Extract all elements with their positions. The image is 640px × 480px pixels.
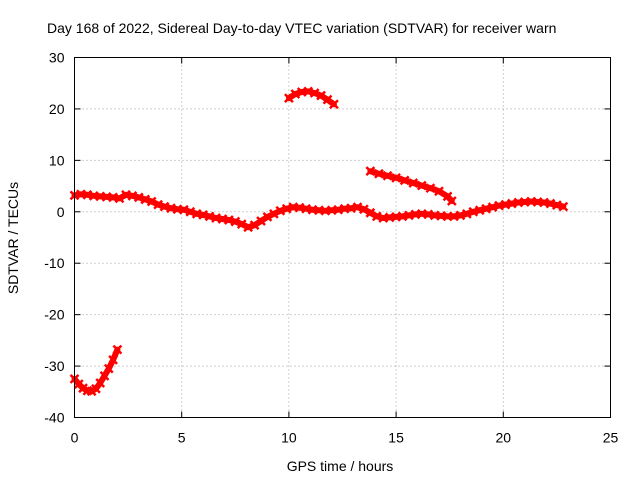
data-point [103, 363, 114, 374]
x-tick-label: 25 [603, 430, 619, 446]
data-point [352, 202, 363, 213]
data-point [230, 216, 241, 227]
data-point [140, 194, 151, 205]
y-tick-label: -20 [44, 307, 64, 323]
data-point [365, 166, 376, 177]
series-arc-2 [69, 189, 569, 233]
data-point [185, 206, 196, 217]
data-point [146, 196, 157, 207]
data-point [399, 175, 410, 186]
data-point [309, 88, 320, 98]
series-arc-1 [69, 344, 123, 397]
x-tick-label: 0 [71, 430, 79, 446]
series-arc-3 [284, 86, 339, 110]
data-point [391, 172, 401, 183]
data-point [316, 90, 326, 101]
y-tick-label: -40 [44, 410, 64, 426]
y-tick-label: 20 [49, 101, 65, 117]
data-point [329, 99, 339, 110]
data-point [133, 192, 144, 203]
data-point [365, 207, 376, 218]
y-tick-label: 30 [49, 50, 65, 66]
data-point [114, 193, 125, 204]
y-axis-label: SDTVAR / TECUs [5, 182, 21, 294]
data-point [416, 180, 427, 191]
data-point [434, 186, 444, 197]
data-point [275, 205, 286, 216]
plot-frame [74, 57, 611, 418]
data-point [284, 93, 294, 104]
x-axis-label: GPS time / hours [287, 458, 394, 474]
data-point [178, 204, 189, 215]
y-tick-label: -10 [44, 255, 64, 271]
data-point [153, 199, 163, 210]
data-point [290, 89, 301, 99]
x-tick-label: 5 [178, 430, 186, 446]
data-point [236, 219, 247, 230]
data-point [446, 196, 457, 206]
data-point [322, 94, 333, 105]
data-point [269, 208, 279, 219]
data-point [359, 204, 369, 215]
data-point [108, 355, 118, 365]
data-point [249, 220, 260, 231]
data-points [69, 86, 569, 397]
data-point [95, 378, 106, 388]
grid-lines [74, 57, 611, 418]
series-arc-4 [365, 166, 457, 206]
y-tick-label: -30 [44, 358, 64, 374]
data-point [243, 222, 254, 233]
data-point [99, 370, 110, 381]
data-point [425, 183, 436, 194]
data-point [461, 208, 472, 219]
data-point [112, 344, 123, 355]
data-point [374, 168, 384, 179]
y-tick-label: 0 [57, 204, 65, 220]
x-tick-label: 10 [281, 430, 297, 446]
data-point [262, 212, 273, 222]
y-tick-label: 10 [49, 152, 65, 168]
data-point [408, 178, 419, 188]
data-point [558, 201, 569, 212]
data-point [382, 170, 393, 181]
chart-title: Day 168 of 2022, Sidereal Day-to-day VTE… [47, 20, 556, 36]
data-point [256, 216, 266, 226]
x-tick-label: 15 [388, 430, 404, 446]
x-tick-label: 20 [496, 430, 512, 446]
